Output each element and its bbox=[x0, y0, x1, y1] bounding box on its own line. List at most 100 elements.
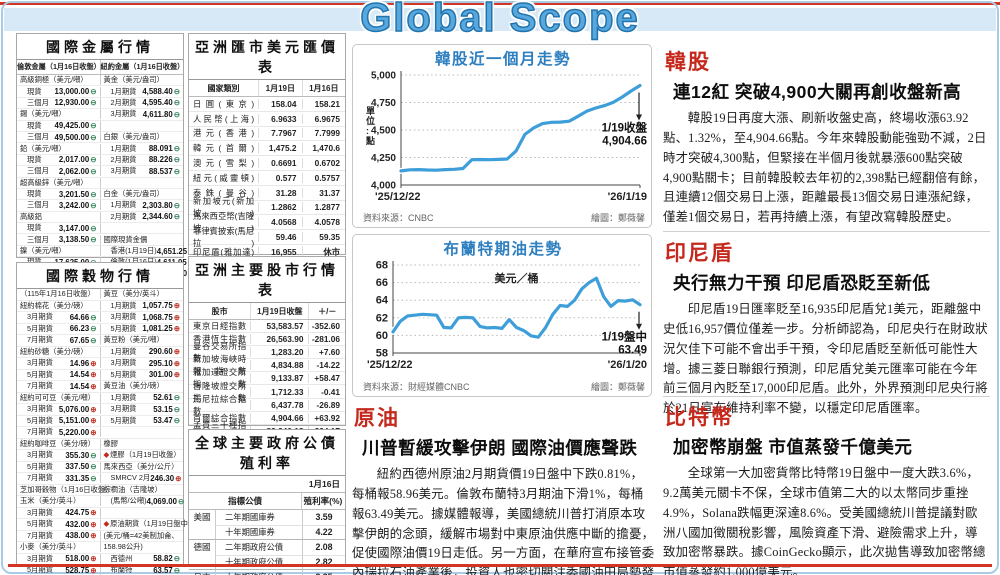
row-right-cell: 3月期貨 295.10⊕ bbox=[101, 358, 184, 368]
article-btc-headline: 加密幣崩盤 市值蒸發千億美元 bbox=[673, 437, 913, 457]
cell-label: 7月期貨 bbox=[27, 530, 53, 540]
cell-label: 3月期貨 bbox=[110, 358, 137, 368]
cell-label: 158.98公升) bbox=[103, 542, 143, 552]
cell-label: 2月期貨 bbox=[110, 97, 137, 107]
bonds-header-bond: 指標公債 bbox=[227, 496, 262, 506]
chart-credit: 繪圖：鄭薇馨 bbox=[591, 381, 645, 392]
up-icon: ⊕ bbox=[90, 370, 97, 380]
down-icon: ⊖ bbox=[90, 132, 97, 142]
cell-value-2: -281.06 bbox=[308, 334, 345, 345]
cell-value: 12,930.00⊖ bbox=[54, 98, 97, 108]
annotation-arrowhead bbox=[636, 323, 642, 330]
bonds-table-header: 指標公債 殖利率(%) bbox=[189, 493, 345, 510]
x-label-end: '26/1/19 bbox=[608, 191, 647, 203]
cell-value: 67.65⊖ bbox=[69, 335, 97, 345]
table-row: 港元(香港) 7.7967 7.7999 bbox=[189, 125, 345, 141]
article-oil-kicker: 原油 bbox=[354, 407, 400, 430]
cell-value: 3,147.00⊖ bbox=[58, 223, 97, 233]
cell-value: 5,151.00⊕ bbox=[58, 416, 97, 426]
cell-label: 三個月 bbox=[27, 200, 49, 210]
cell-label: 5月期貨 bbox=[110, 369, 137, 379]
chart-source: 資料來源：財經媒體CNBC bbox=[363, 381, 470, 392]
row-left-cell: 3月期貨 424.75⊕ bbox=[17, 507, 101, 518]
cell-value-2: +63.92 bbox=[308, 412, 345, 423]
cell-label: 3月期貨 bbox=[27, 358, 53, 368]
row-left-cell: 現貨 2,017.00⊖ bbox=[17, 154, 101, 165]
y-tick-label: 66 bbox=[376, 277, 388, 289]
table-row: 澳元(雪梨) 0.6691 0.6702 bbox=[189, 155, 345, 170]
down-icon: ⊖ bbox=[173, 212, 180, 222]
cell-label: 國際現貨金價 bbox=[103, 234, 148, 244]
cell-value-1: 4,834.88 bbox=[250, 360, 308, 371]
table-row: 首爾綜合指數 4,904.66 +63.92 bbox=[189, 410, 345, 424]
cell-value: 4,595.40⊖ bbox=[142, 98, 180, 108]
metals-header-left: 倫敦金屬（1月16日收盤） bbox=[17, 60, 101, 74]
up-icon: ⊕ bbox=[173, 312, 180, 322]
row-left-cell: 錫（美元/噸） bbox=[17, 109, 101, 120]
table-row: 香港恆生指數 26,563.90 -281.06 bbox=[189, 332, 345, 345]
cell-value-1: 59.46 bbox=[258, 232, 301, 243]
up-icon: ⊕ bbox=[90, 508, 97, 518]
down-icon: ⊖ bbox=[173, 155, 180, 165]
row-left-cell: 現貨 13,000.00⊖ bbox=[17, 86, 101, 97]
table-row: 7月期貨 67.65⊖ 黃豆粉（美元/噸） bbox=[17, 334, 183, 346]
stocks-table-title: 亞洲主要股市行情表 bbox=[189, 257, 345, 303]
cell-market-name: 韓元(首爾) bbox=[193, 143, 255, 154]
up-icon: ⊕ bbox=[90, 358, 97, 368]
table-row: 三個月 3,138.50⊖ 國際現貨金價 bbox=[17, 233, 183, 245]
row-left-cell: 小麥（美分/英斗） bbox=[17, 542, 101, 553]
row-right-cell: 1月期貨 88.091⊖ bbox=[101, 144, 184, 154]
table-row: 十年期政府公債 2.82 bbox=[189, 554, 345, 569]
table-row: 高級銅極（美元/噸） 黃金（美元/盎司） bbox=[17, 75, 184, 86]
cell-market-name: 紐元(威靈頓) bbox=[193, 172, 255, 183]
row-right-cell: 2月期貨 4,595.40⊖ bbox=[101, 98, 184, 108]
cell-label: 馬來西亞（美分/公斤） bbox=[103, 461, 179, 471]
cell-value-1: 31.28 bbox=[258, 187, 301, 198]
row-left-cell: 玉米（美分/英斗） bbox=[17, 496, 101, 507]
cell-label: 5月期貨 bbox=[27, 323, 53, 333]
row-left-cell: 三個月 2,062.00⊖ bbox=[17, 166, 101, 177]
row-right-cell: 5月期貨 301.00⊕ bbox=[101, 370, 184, 380]
cell-value-2: 1.2877 bbox=[301, 202, 345, 213]
cell-label: 棕櫚油（吉隆坡） bbox=[103, 484, 162, 494]
row-right-cell: 馬來西亞（美分/公斤） bbox=[101, 462, 184, 472]
cell-value: 2,062.00⊖ bbox=[58, 166, 97, 176]
row-left-cell: 現貨 49,425.00⊖ bbox=[17, 120, 101, 131]
cell-label: 現貨 bbox=[27, 189, 42, 199]
row-right-cell: 黃豆油（美分/磅） bbox=[101, 381, 184, 391]
row-right-cell: 黃豆粉（美元/噸） bbox=[101, 335, 184, 345]
bonds-table-title: 全球主要政府公債殖利率 bbox=[189, 430, 345, 476]
row-right-cell: 黃金（美元/盎司） bbox=[101, 75, 184, 85]
cell-label: 鉛（美元/噸） bbox=[20, 143, 66, 153]
metals-table-body: 高級銅極（美元/噸） 黃金（美元/盎司） 現貨 13,000.00⊖ 1月期貨 4,588… bbox=[17, 75, 194, 279]
down-icon: ⊖ bbox=[173, 565, 180, 575]
cell-country bbox=[189, 554, 216, 569]
cell-label: 5月期貨 bbox=[27, 519, 53, 529]
cell-bond-name: 十年期國庫券 bbox=[216, 525, 302, 538]
cell-label: 現貨 bbox=[20, 257, 42, 267]
y-tick-label: 4,750 bbox=[371, 98, 396, 109]
metals-table-title: 國際金屬行情 bbox=[17, 34, 183, 60]
cell-label: 1月期貨 bbox=[110, 86, 137, 96]
table-row: 7月期貨 438.00⊕ (美元/桶=42美制加侖、 bbox=[17, 529, 184, 542]
table-row: 三個月 2,062.00⊖ 3月期貨 88.537⊖ bbox=[17, 165, 183, 177]
cell-value-2: 0.6702 bbox=[301, 158, 345, 169]
metals-table-header: 倫敦金屬（1月16日收盤） 紐約金屬（1月16日收盤） bbox=[17, 60, 184, 75]
cell-value-1: 1.2862 bbox=[258, 202, 301, 213]
cell-value: 5,076.00⊕ bbox=[58, 404, 97, 414]
row-left-cell: 5月期貨 337.50⊖ bbox=[17, 461, 101, 472]
stocks-header-close: 1月19日收盤 bbox=[250, 303, 308, 319]
row-right-cell: (美元/桶=42美制加侖、 bbox=[101, 531, 184, 541]
cell-market-name: 新加坡元(新加坡) bbox=[193, 196, 255, 219]
down-icon: ⊖ bbox=[173, 87, 180, 97]
bonds-header-yield: 殖利率(%) bbox=[301, 493, 344, 509]
cell-label: 紐約可可豆（美元/噸） bbox=[20, 392, 95, 402]
down-icon: ⊖ bbox=[173, 144, 180, 154]
row-right-cell: 5月期貨 53.47⊖ bbox=[101, 416, 184, 426]
title-band bbox=[4, 8, 996, 31]
row-left-cell: 紐約棉花（美分/磅） bbox=[17, 300, 101, 311]
row-left-cell: 3月期貨 355.30⊖ bbox=[17, 450, 101, 461]
cell-label: 芝加哥穀物（1月16日收盤） bbox=[20, 484, 113, 494]
cell-value: 88.537⊖ bbox=[148, 166, 180, 176]
cell-label: 7月期貨 bbox=[27, 473, 53, 483]
